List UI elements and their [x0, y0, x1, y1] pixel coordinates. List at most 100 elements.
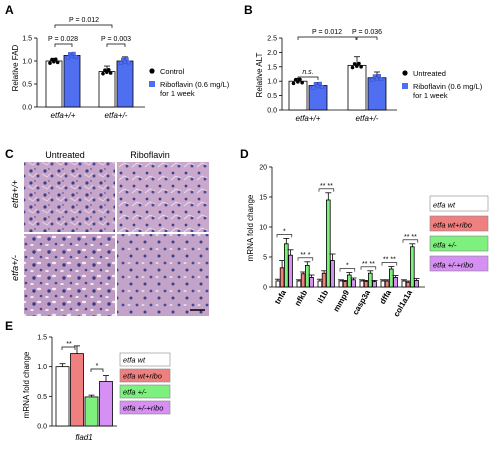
category-label: mmp9: [332, 288, 352, 313]
significance-bracket: [318, 188, 335, 192]
panel-e-bars: [55, 345, 113, 427]
panel-b-bracket-left: [297, 76, 319, 80]
data-point: [291, 81, 296, 86]
ytick-label: 0.5: [22, 82, 32, 89]
ytick-label: 1.5: [37, 335, 47, 342]
bar-E-3: [99, 381, 113, 427]
legend-entry-box: [429, 215, 489, 232]
panel-d-legend: etfa wt etfa wt+ribo etfa +/- etfa +/-+ribo: [429, 195, 489, 272]
histology-riboflavin-wt: [117, 162, 209, 232]
data-point: [296, 80, 300, 84]
significance-label: *: [283, 228, 286, 235]
data-point: [377, 74, 381, 78]
panel-d-bars: [274, 192, 420, 288]
category-label: tnfa: [273, 288, 288, 306]
data-point: [370, 78, 375, 82]
bar-D-2-3: [330, 260, 335, 288]
panel-b-pvalue-left: n.s.: [302, 69, 313, 76]
histology-untreated-wt: [24, 162, 115, 232]
bar-D-5-3: [393, 276, 398, 288]
data-point: [73, 54, 78, 59]
panel-b-cat-2: etfa+/-: [356, 114, 379, 123]
data-point: [68, 52, 72, 57]
ytick-label: 0.5: [267, 93, 277, 100]
panel-a-cat-1: etfa+/+: [51, 111, 76, 120]
panel-d-annotations: * ** * ** ** * ** ** ** ** ** **: [276, 183, 419, 272]
data-point: [126, 60, 131, 65]
bar-A-0-0: [45, 60, 63, 108]
legend-entry-box: [119, 368, 171, 383]
legend-entry-label: etfa wt: [433, 201, 456, 210]
data-point: [357, 61, 361, 66]
panel-a-bracket-right: [106, 43, 126, 47]
panel-a-bracket-top: [54, 24, 113, 28]
legend-entry-label: etfa wt: [123, 356, 146, 365]
ytick-label: 0.0: [22, 105, 32, 112]
panel-a-pvalue-top: P = 0.012: [69, 17, 99, 24]
panel-a-bracket-left: [54, 43, 73, 47]
bar-A-0-1: [63, 55, 81, 108]
data-point: [69, 54, 74, 59]
bar-D-0-1: [279, 267, 285, 288]
data-point: [355, 64, 359, 68]
category-label: casp3a: [351, 288, 373, 316]
panel-b-label: B: [244, 3, 253, 17]
bar-D-5-0: [380, 280, 386, 288]
bar-E-2: [84, 396, 99, 427]
data-point: [55, 60, 60, 65]
bar-D-3-1: [342, 281, 348, 288]
bar-D-3-3: [351, 279, 356, 288]
panel-a-legend-marker-ribo: [149, 81, 155, 87]
panel-c-label: C: [5, 147, 14, 161]
significance-bracket: [381, 262, 398, 266]
panel-a-legend-marker-control: [149, 68, 155, 74]
bar-D-4-1: [363, 281, 369, 288]
bar-D-2-0: [317, 280, 323, 288]
panel-d-label: D: [240, 147, 249, 161]
significance-label: ** **: [383, 257, 396, 264]
bar-D-3-0: [338, 280, 344, 288]
data-point: [52, 59, 56, 64]
panel-b-pvalue-right: P = 0.036: [352, 29, 382, 36]
category-label: il1b: [315, 288, 330, 305]
panel-b-pvalue-top: P = 0.012: [312, 29, 342, 36]
panel-c-col-untreated: Untreated: [45, 150, 85, 160]
data-point: [315, 84, 320, 89]
category-label: dffa: [378, 288, 393, 306]
significance-bracket: [339, 268, 356, 272]
data-point: [318, 81, 322, 86]
data-point: [320, 85, 325, 89]
ytick-label: 20: [259, 165, 267, 172]
panel-b-legend-ribo-2: for 1 week: [413, 91, 448, 100]
data-point: [119, 61, 123, 65]
bar-D-1-1: [300, 273, 306, 288]
bar-D-6-1: [405, 281, 411, 288]
panel-d-yticks: 0 5 10 15 20: [259, 165, 272, 292]
panel-b-legend-marker-ribo: [402, 83, 408, 89]
panel-a-pvalue-left: P = 0.028: [48, 36, 78, 43]
bar-D-4-0: [359, 280, 365, 288]
bar-B-1-0: [347, 64, 367, 111]
data-point: [359, 65, 363, 69]
legend-entry-label: etfa +/-+ribo: [123, 404, 163, 413]
panel-b-bracket-right: [356, 36, 378, 40]
ytick-label: 5: [263, 255, 267, 262]
legend-entry-box: [119, 400, 171, 415]
ytick-label: 15: [259, 195, 267, 202]
histology-untreated-het: [24, 234, 115, 316]
significance-bracket: [402, 239, 419, 243]
panel-b-ylabel: Relative ALT: [255, 53, 264, 98]
panel-b-bars: [288, 56, 387, 111]
significance-bracket: [297, 257, 314, 261]
panel-b-bracket-top: [297, 36, 357, 40]
bar-D-2-2: [325, 199, 331, 288]
legend-entry-box: [429, 195, 489, 212]
data-point: [71, 51, 76, 56]
panel-a-yticks: 0.0 0.5 1.0 1.5: [22, 36, 37, 112]
legend-entry-label: etfa wt+ribo: [433, 221, 472, 230]
ytick-label: 1.0: [22, 59, 32, 66]
bar-B-1-1: [367, 77, 387, 111]
legend-entry-label: etfa +/-: [123, 388, 147, 397]
data-point: [311, 85, 316, 90]
